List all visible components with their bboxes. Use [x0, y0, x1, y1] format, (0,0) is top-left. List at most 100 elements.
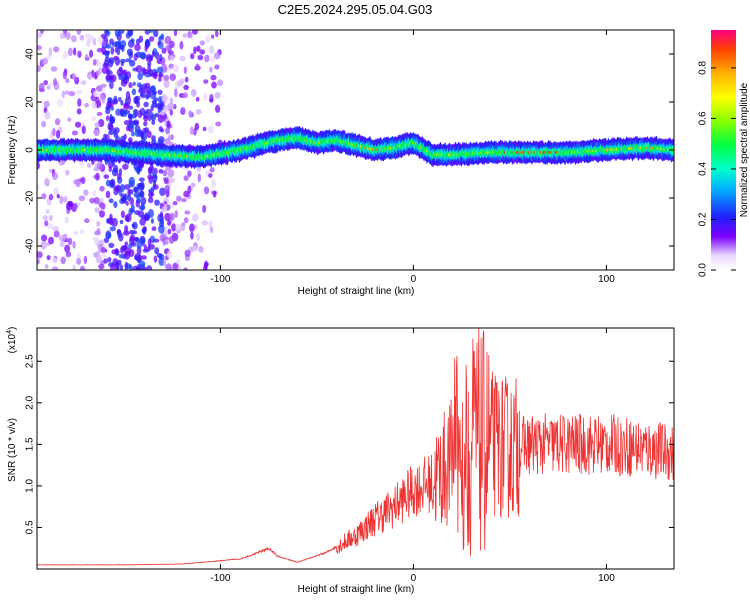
- heatmap-noise-cell: [134, 253, 141, 262]
- heatmap-noise-cell: [48, 214, 53, 222]
- y-tick-label: 2.5: [25, 354, 36, 368]
- heatmap-noise-cell: [158, 125, 163, 132]
- heatmap-noise-cell: [156, 66, 164, 74]
- heatmap-noise-cell: [105, 43, 112, 49]
- heatmap-noise-cell: [216, 79, 224, 87]
- heatmap-noise-cell: [110, 178, 116, 188]
- heatmap-noise-cell: [94, 122, 100, 129]
- heatmap-noise-cell: [203, 92, 208, 101]
- heatmap-noise-cell: [127, 123, 134, 129]
- heatmap-noise-cell: [137, 72, 143, 81]
- heatmap-noise-cell: [158, 169, 164, 174]
- heatmap-noise-cell: [143, 226, 147, 233]
- colorbar-tick-label: 0.8: [698, 61, 709, 75]
- heatmap-noise-cell: [100, 246, 106, 254]
- heatmap-noise-cell: [130, 204, 135, 211]
- heatmap-noise-cell: [37, 45, 42, 51]
- heatmap-noise-cell: [168, 63, 174, 69]
- heatmap-noise-cell: [211, 179, 216, 189]
- heatmap-noise-cell: [114, 262, 120, 270]
- heatmap-noise-cell: [195, 63, 200, 70]
- heatmap-noise-cell: [59, 32, 65, 40]
- heatmap-noise-cell: [131, 241, 137, 247]
- heatmap-noise-cell: [189, 126, 194, 136]
- heatmap-noise-cell: [191, 30, 198, 35]
- heatmap-noise-cell: [116, 68, 124, 77]
- heatmap-noise-cell: [141, 83, 148, 89]
- heatmap-noise-cell: [197, 54, 204, 61]
- heatmap-noise-cell: [125, 58, 132, 63]
- heatmap-noise-cell: [50, 66, 58, 72]
- heatmap-noise-cell: [48, 47, 53, 56]
- x-tick-label: 0: [411, 274, 417, 285]
- chart-title: C2E5.2024.295.05.04.G03: [278, 2, 433, 17]
- heatmap-noise-cell: [134, 236, 140, 243]
- heatmap-noise-cell: [109, 226, 116, 232]
- heatmap-noise-cell: [214, 30, 219, 38]
- heatmap-noise-cell: [210, 74, 217, 81]
- heatmap-noise-cell: [147, 209, 155, 218]
- heatmap-noise-cell: [128, 113, 133, 120]
- heatmap-noise-cell: [108, 242, 115, 249]
- heatmap-noise-cell: [37, 34, 40, 41]
- heatmap-noise-cell: [116, 48, 121, 56]
- heatmap-noise-cell: [120, 100, 124, 106]
- heatmap-noise-cell: [143, 121, 148, 127]
- heatmap-noise-cell: [53, 46, 60, 53]
- heatmap-noise-cell: [134, 129, 140, 137]
- heatmap-noise-cell: [154, 112, 160, 118]
- heatmap-noise-cell: [195, 109, 202, 115]
- heatmap-noise-cell: [118, 86, 122, 92]
- heatmap-noise-cell: [168, 235, 175, 244]
- y-tick-label: 20: [25, 96, 36, 108]
- heatmap-noise-cell: [173, 30, 178, 37]
- heatmap-noise-cell: [48, 82, 55, 87]
- heatmap-noise-cell: [43, 100, 50, 108]
- snr-plot: -100 0 100 0.5 1.0 1.5 2.0 2.5 Height of straig…: [6, 327, 675, 595]
- heatmap-noise-cell: [147, 113, 152, 122]
- heatmap-noise-cell: [202, 126, 207, 132]
- heatmap-noise-cell: [101, 86, 106, 94]
- heatmap-noise-cell: [126, 48, 133, 56]
- heatmap-noise-cell: [91, 116, 97, 122]
- heatmap-noise-cell: [146, 265, 153, 270]
- heatmap-noise-cell: [157, 113, 165, 123]
- heatmap-noise-cell: [95, 85, 103, 92]
- heatmap-noise-cell: [93, 196, 100, 205]
- heatmap-noise-cell: [73, 47, 77, 56]
- heatmap-noise-cell: [151, 120, 156, 125]
- heatmap-noise-cell: [110, 106, 115, 111]
- heatmap-noise-cell: [120, 79, 128, 87]
- heatmap-noise-cell: [183, 217, 189, 224]
- heatmap-noise-cell: [107, 256, 112, 263]
- heatmap-noise-cell: [107, 130, 114, 136]
- heatmap-noise-cell: [80, 176, 86, 185]
- heatmap-noise-cell: [76, 90, 83, 95]
- heatmap-noise-cell: [194, 122, 200, 131]
- heatmap-noise-cell: [152, 173, 158, 183]
- heatmap-noise-cell: [52, 226, 59, 232]
- heatmap-noise-cell: [156, 252, 163, 258]
- heatmap-noise-cell: [119, 264, 124, 270]
- heatmap-noise-cell: [118, 232, 124, 242]
- heatmap-noise-cell: [44, 220, 49, 227]
- heatmap-noise-cell: [127, 39, 135, 48]
- heatmap-noise-cell: [154, 167, 158, 175]
- heatmap-noise-cell: [37, 258, 40, 265]
- heatmap-noise-cell: [45, 208, 51, 215]
- heatmap-noise-cell: [160, 33, 165, 40]
- heatmap-noise-cell: [65, 169, 70, 176]
- heatmap-noise-cell: [138, 84, 143, 91]
- heatmap-noise-cell: [176, 79, 184, 87]
- heatmap-noise-cell: [137, 182, 145, 191]
- heatmap-noise-cell: [91, 101, 98, 109]
- heatmap-noise-cell: [67, 117, 72, 122]
- heatmap-noise-cell: [157, 40, 161, 46]
- heatmap-noise-cell: [148, 190, 154, 199]
- heatmap-noise-cell: [167, 102, 174, 110]
- heatmap-noise-cell: [139, 217, 146, 226]
- heatmap-noise-cell: [140, 196, 147, 206]
- heatmap-noise-cell: [95, 69, 100, 77]
- heatmap-noise-cell: [169, 108, 173, 116]
- heatmap-noise-cell: [145, 108, 152, 115]
